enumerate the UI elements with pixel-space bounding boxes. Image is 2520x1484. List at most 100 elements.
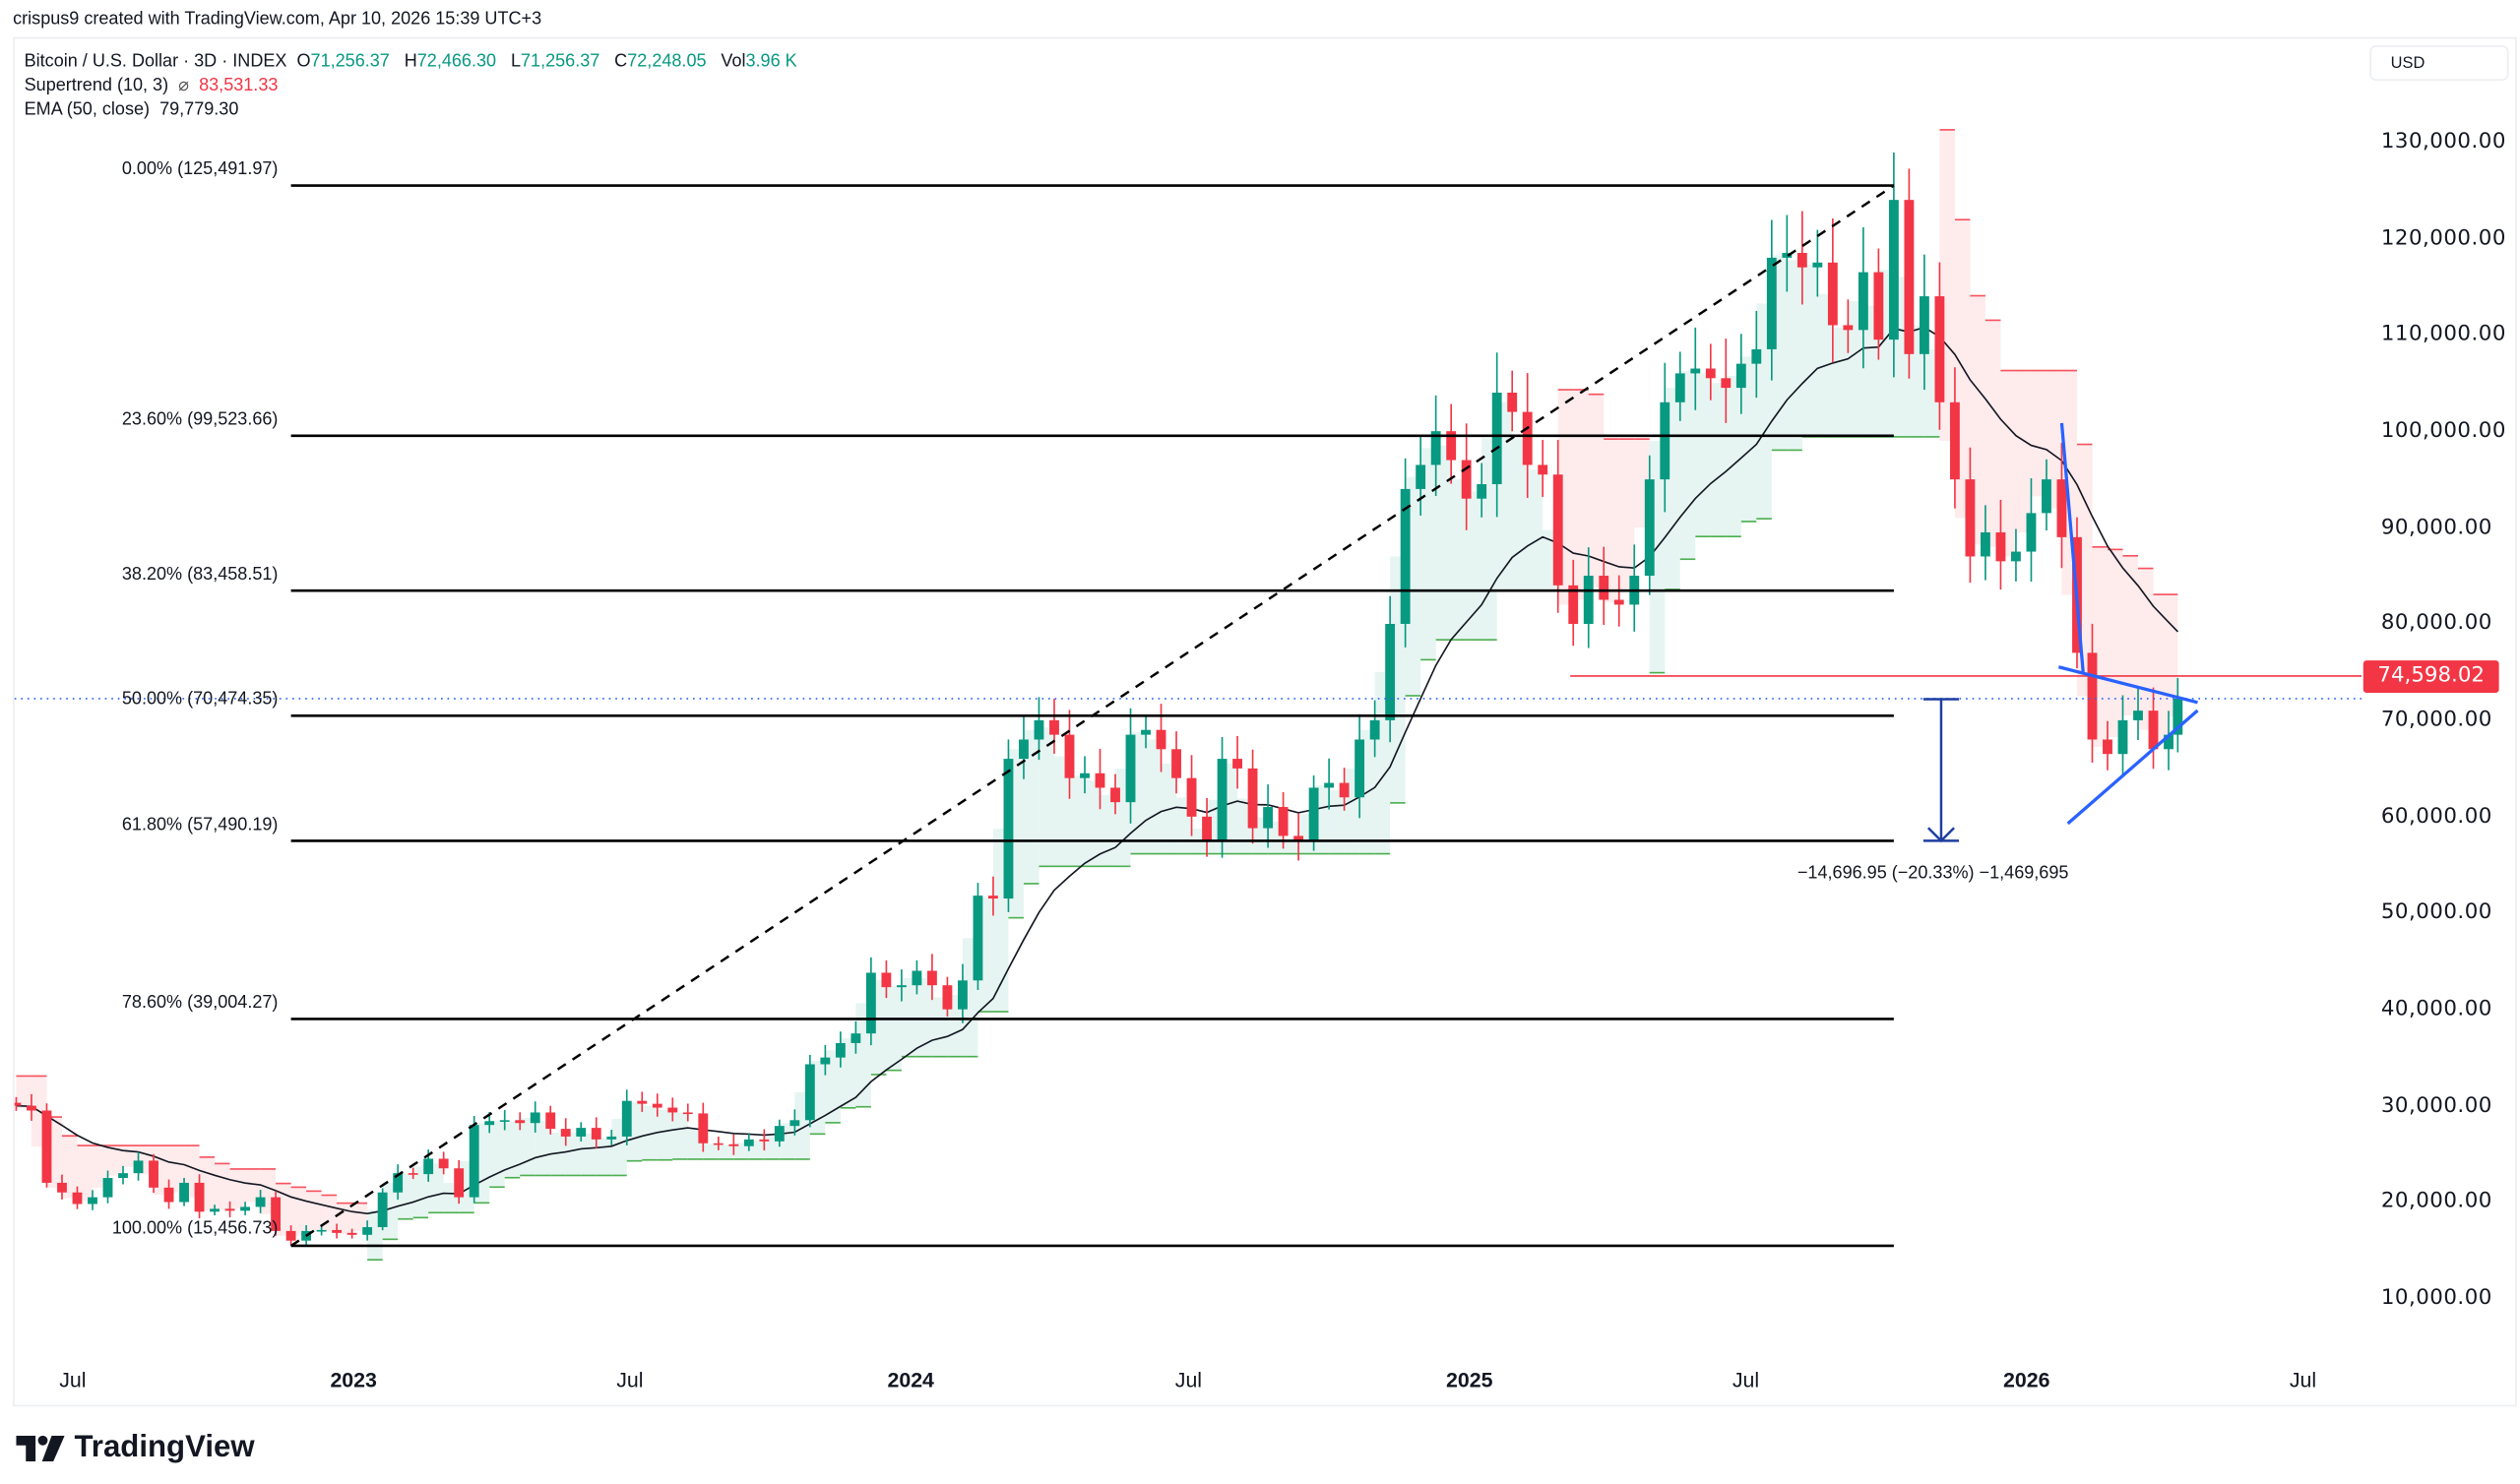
price-axis-tick: 130,000.00 bbox=[2380, 130, 2506, 155]
candle-body bbox=[881, 972, 892, 988]
supertrend-fill bbox=[1573, 390, 1589, 600]
candle-body bbox=[1507, 392, 1518, 412]
candle-body bbox=[1141, 729, 1151, 735]
open-label: O bbox=[296, 51, 311, 72]
supertrend-fill bbox=[61, 1136, 78, 1199]
candle-body bbox=[1491, 392, 1502, 485]
candle-body bbox=[88, 1197, 97, 1205]
supertrend-fill bbox=[1801, 265, 1818, 437]
supertrend-legend-row[interactable]: Supertrend (10, 3) ⌀ 83,531.33 bbox=[25, 74, 807, 98]
tradingview-logo[interactable]: TradingView bbox=[16, 1431, 255, 1466]
candle-body bbox=[224, 1208, 235, 1211]
candle-body bbox=[2164, 734, 2174, 750]
candle-body bbox=[637, 1100, 648, 1104]
candle-body bbox=[133, 1160, 144, 1174]
supertrend-fill bbox=[901, 977, 917, 1057]
candle-body bbox=[438, 1158, 449, 1169]
candle-body bbox=[285, 1230, 296, 1241]
candle-body bbox=[667, 1107, 678, 1113]
measure-label: −14,696.95 (−20.33%) −1,469,695 bbox=[1796, 863, 2069, 884]
candle-body bbox=[1660, 402, 1670, 480]
candle-body bbox=[1568, 585, 1579, 625]
ema-label: EMA (50, close) bbox=[24, 99, 151, 120]
price-axis-tick: 60,000.00 bbox=[2380, 804, 2492, 830]
candle-body bbox=[515, 1120, 526, 1124]
candle-body bbox=[57, 1182, 67, 1193]
supertrend-fill bbox=[1618, 439, 1635, 590]
candle-body bbox=[1354, 739, 1365, 798]
candle-body bbox=[1934, 296, 1945, 402]
supertrend-fill bbox=[581, 1133, 597, 1176]
candle-body bbox=[454, 1168, 465, 1198]
supertrend-fill bbox=[535, 1120, 551, 1176]
candle-body bbox=[102, 1178, 113, 1198]
candle-body bbox=[804, 1064, 815, 1121]
candle-body bbox=[332, 1229, 343, 1233]
supertrend-fill bbox=[77, 1145, 94, 1202]
ema-value: 79,779.30 bbox=[159, 99, 239, 120]
fib-level-label: 100.00% (15,456.73) bbox=[111, 1219, 279, 1240]
supertrend-fill bbox=[1527, 469, 1544, 590]
supertrend-fill bbox=[1451, 479, 1467, 641]
candle-body bbox=[896, 985, 907, 988]
candle-body bbox=[1919, 296, 1929, 354]
candle-body bbox=[1995, 531, 2006, 562]
supertrend-fill bbox=[1100, 794, 1116, 867]
candle-body bbox=[1583, 576, 1594, 625]
supertrend-fill bbox=[2031, 370, 2047, 497]
supertrend-fill bbox=[2138, 568, 2154, 730]
supertrend-fill bbox=[825, 1050, 841, 1123]
candle-body bbox=[2056, 479, 2067, 537]
candle-body bbox=[1278, 807, 1289, 836]
candle-body bbox=[14, 1102, 22, 1106]
candle-body bbox=[179, 1182, 189, 1203]
high-label: H bbox=[404, 51, 417, 72]
candle-body bbox=[1644, 479, 1655, 577]
candle-body bbox=[377, 1192, 388, 1227]
horizontal-line-price-badge[interactable]: 74,598.02 bbox=[2362, 659, 2499, 693]
supertrend-fill bbox=[2107, 549, 2123, 738]
candle-body bbox=[255, 1197, 266, 1207]
hidden-eye-icon[interactable]: ⌀ bbox=[178, 76, 190, 95]
candle-body bbox=[1003, 759, 1014, 899]
candle-body bbox=[316, 1229, 327, 1232]
candle-body bbox=[1538, 464, 1548, 475]
trendline bbox=[2066, 709, 2199, 826]
symbol-legend-row[interactable]: Bitcoin / U.S. Dollar · 3D · INDEX O71,2… bbox=[25, 50, 807, 75]
candle-body bbox=[2117, 719, 2128, 755]
candle-body bbox=[1522, 411, 1533, 465]
candle-body bbox=[1461, 460, 1472, 499]
candle-body bbox=[149, 1160, 158, 1188]
supertrend-fill bbox=[337, 1203, 352, 1234]
candle-body bbox=[942, 985, 953, 1010]
supertrend-fill bbox=[428, 1163, 444, 1213]
fib-level-label: 61.80% (57,490.19) bbox=[121, 815, 279, 835]
fib-level-label: 78.60% (39,004.27) bbox=[121, 993, 279, 1013]
candle-body bbox=[1430, 431, 1441, 465]
low-label: L bbox=[510, 51, 521, 72]
supertrend-fill bbox=[107, 1145, 124, 1176]
supertrend-fill bbox=[1329, 789, 1345, 854]
candle-body bbox=[2026, 513, 2037, 552]
currency-button[interactable]: USD bbox=[2369, 44, 2509, 82]
candle-body bbox=[1125, 734, 1136, 803]
supertrend-fill bbox=[1435, 445, 1452, 641]
supertrend-fill bbox=[306, 1191, 322, 1231]
candle-body bbox=[271, 1197, 282, 1231]
high-value: 72,466.30 bbox=[416, 51, 497, 72]
supertrend-fill bbox=[2000, 370, 2016, 557]
supertrend-fill bbox=[520, 1117, 536, 1176]
candle-body bbox=[1766, 257, 1777, 349]
supertrend-fill bbox=[1710, 383, 1727, 537]
supertrend-fill bbox=[703, 1144, 719, 1159]
candle-body bbox=[2042, 479, 2051, 514]
candle-body bbox=[1247, 768, 1258, 829]
supertrend-fill bbox=[1053, 756, 1070, 867]
supertrend-fill bbox=[596, 1138, 612, 1176]
candle-body bbox=[194, 1182, 205, 1212]
credit-text: crispus9 created with TradingView.com, A… bbox=[13, 9, 542, 30]
candle-body bbox=[865, 972, 876, 1034]
ema-legend-row[interactable]: EMA (50, close) 79,779.30 bbox=[25, 98, 807, 123]
price-axis-tick: 10,000.00 bbox=[2380, 1286, 2492, 1311]
